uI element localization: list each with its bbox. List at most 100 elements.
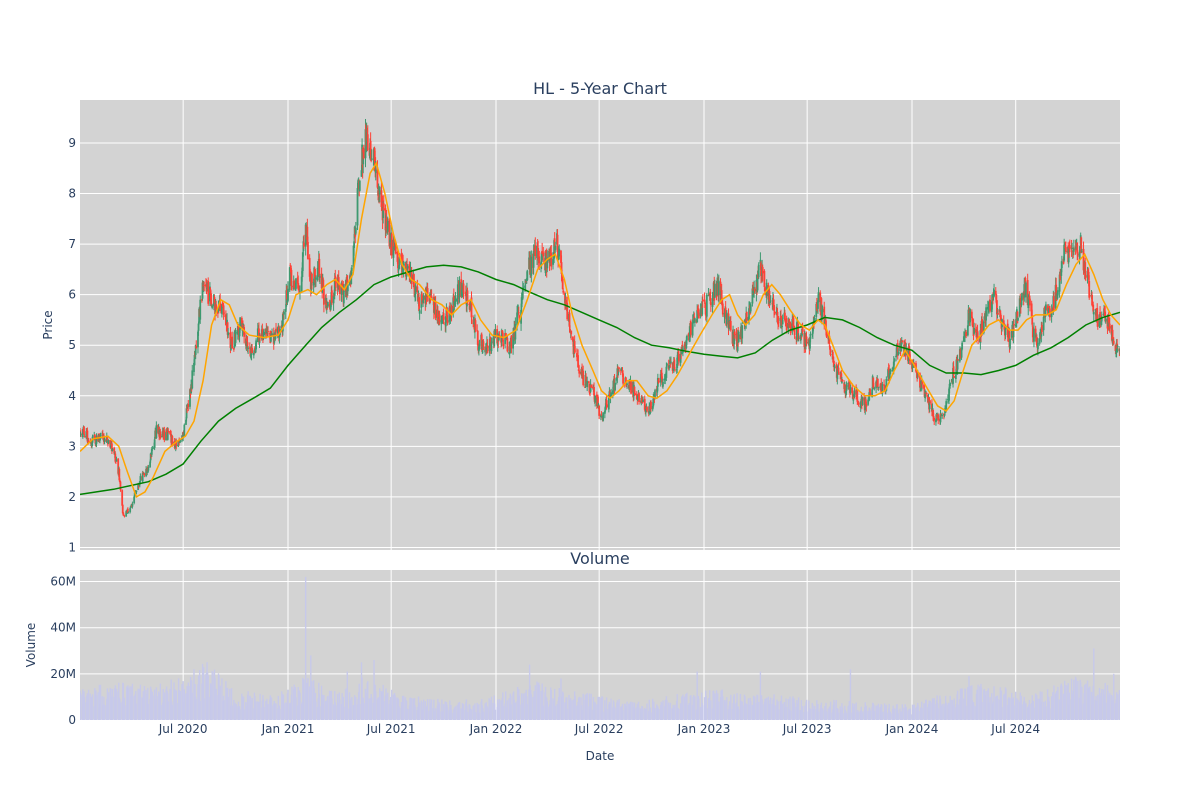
candle-body [638, 393, 640, 403]
candle-body [283, 311, 285, 315]
candle-body [493, 330, 496, 347]
volume-bar [605, 697, 608, 720]
candle-body [752, 288, 754, 291]
volume-bar [363, 703, 365, 720]
candle-body [792, 317, 795, 327]
candle-body [889, 368, 892, 375]
candle-body [753, 288, 756, 292]
candle-body [982, 321, 985, 334]
candle-body [480, 334, 483, 350]
candle-body [954, 374, 957, 379]
candle-body [1084, 262, 1087, 279]
candle-body [510, 335, 513, 349]
candle-body [552, 258, 555, 262]
x-tick-label: Jan 2024 [885, 722, 939, 736]
candle-body [313, 268, 316, 278]
volume-bar [153, 689, 156, 720]
candle-body [346, 284, 349, 292]
candle-body [564, 292, 566, 304]
candle-body [751, 288, 754, 304]
volume-bar [367, 681, 369, 720]
candle-body [1100, 316, 1103, 322]
volume-bar [522, 693, 525, 720]
candle-body [209, 286, 211, 302]
candle-body [717, 280, 720, 296]
candle-body [670, 361, 672, 363]
volume-bar [578, 696, 580, 720]
candle-body [630, 381, 632, 394]
candle-body [266, 329, 269, 332]
candle-body [697, 308, 700, 315]
volume-bar [235, 704, 237, 720]
candle-body [589, 383, 592, 392]
candle-body [155, 425, 158, 438]
candle-body [557, 254, 560, 260]
volume-bar [961, 688, 963, 720]
candle-body [382, 206, 385, 219]
candle-body [618, 367, 620, 369]
volume-bar [805, 699, 808, 720]
volume-panel-title: Volume [570, 549, 630, 568]
candle-body [85, 431, 88, 438]
candle-body [602, 412, 605, 421]
volume-bar [111, 688, 114, 720]
volume-bar [658, 709, 660, 720]
volume-bar [686, 692, 688, 720]
volume-bar [586, 693, 588, 720]
volume-bar [135, 703, 138, 720]
volume-bar [925, 699, 927, 720]
candle-body [572, 336, 574, 342]
volume-bar [985, 691, 987, 720]
volume-bar [379, 688, 381, 720]
volume-bar [813, 706, 816, 720]
candle-body [481, 347, 484, 349]
candle-body [287, 288, 289, 301]
candle-body [454, 298, 457, 302]
volume-bar [450, 709, 453, 720]
candle-body [1092, 304, 1095, 312]
volume-bar [1067, 683, 1069, 720]
candle-body [769, 301, 772, 303]
candle-body [522, 286, 525, 289]
volume-bar [981, 701, 983, 720]
candle-body [560, 262, 563, 275]
candle-body [1082, 248, 1085, 271]
candle-body [153, 439, 156, 448]
candle-body [657, 380, 660, 383]
volume-bar [1115, 692, 1118, 720]
candle-body [468, 303, 471, 306]
candle-body [697, 312, 700, 319]
candle-body [267, 331, 269, 332]
volume-bar [893, 708, 896, 720]
volume-bar [182, 681, 184, 720]
volume-bar [566, 708, 568, 720]
candle-body [1062, 258, 1065, 264]
candle-body [619, 369, 622, 371]
candle-body [150, 448, 153, 455]
candle-body [258, 336, 261, 343]
candle-body [609, 392, 611, 399]
candle-body [931, 408, 934, 412]
candle-body [167, 430, 170, 432]
volume-bar [143, 685, 146, 720]
candle-body [426, 288, 429, 297]
volume-bar [642, 709, 644, 720]
candle-body [259, 335, 261, 337]
candle-body [512, 333, 514, 349]
candle-body [993, 289, 995, 297]
candle-body [1034, 328, 1037, 338]
volume-bar [781, 703, 784, 720]
candle-body [821, 310, 823, 320]
candle-body [1072, 251, 1075, 253]
candle-body [227, 332, 230, 336]
candle-body [817, 292, 820, 303]
candle-body [824, 319, 827, 321]
candle-body [625, 377, 627, 384]
candle-body [679, 353, 682, 363]
volume-bar [789, 710, 792, 720]
candle-body [952, 367, 954, 384]
volume-bar [989, 697, 991, 720]
volume-bar [470, 709, 473, 720]
volume-bar [191, 692, 193, 720]
candle-body [599, 414, 602, 418]
